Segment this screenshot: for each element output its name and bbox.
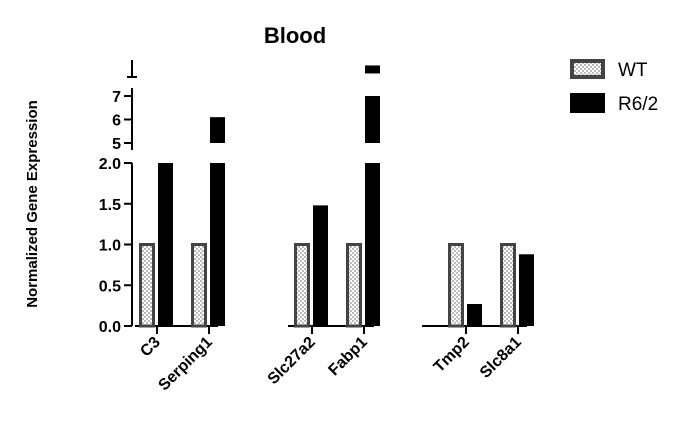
- bar-r62: [467, 303, 482, 326]
- bar-wt: [346, 243, 362, 328]
- y-tick-label: 1.5: [99, 197, 121, 214]
- bar-r62: [365, 65, 380, 74]
- bar-wt: [500, 243, 516, 328]
- y-tick-label: 7: [112, 89, 121, 106]
- bar-wt: [191, 243, 207, 328]
- y-axis-label: Normalized Gene Expression: [24, 100, 41, 308]
- x-tick-label: Fabp1: [325, 334, 370, 379]
- bars: [139, 65, 534, 328]
- y-tick-label: 1.0: [99, 238, 121, 255]
- y-tick-label: 5: [112, 136, 121, 153]
- bar-r62: [519, 254, 534, 326]
- y-tick-label: 0.5: [99, 278, 121, 295]
- x-tick-label: C3: [137, 334, 164, 361]
- bar-r62: [210, 117, 225, 143]
- bar-r62: [158, 163, 173, 326]
- chart-title: Blood: [264, 23, 326, 48]
- legend-label-wt: WT: [618, 60, 648, 81]
- x-tick-label: Tmp2: [431, 334, 473, 376]
- x-tick-label: Serping1: [155, 334, 216, 395]
- bar-wt: [139, 243, 155, 328]
- legend-swatch-wt: [570, 59, 605, 79]
- bar-wt: [448, 243, 464, 328]
- bar-r62: [210, 163, 225, 326]
- legend-swatch-r62: [570, 93, 605, 113]
- bar-wt: [294, 243, 310, 328]
- bar-r62: [365, 163, 380, 326]
- y-ticks: 0.0 0.5 1.0 1.5 2.0 5 6 7: [99, 89, 132, 336]
- bar-r62: [365, 96, 380, 143]
- legend-label-r62: R6/2: [618, 94, 658, 115]
- y-tick-label: 6: [112, 113, 121, 130]
- y-tick-label: 2.0: [99, 156, 121, 173]
- x-tick-label: Slc8a1: [477, 334, 525, 382]
- y-tick-label: 0.0: [99, 319, 121, 336]
- legend: WT R6/2: [570, 59, 658, 115]
- bar-r62: [313, 205, 328, 326]
- x-tick-label: Slc27a2: [265, 334, 319, 388]
